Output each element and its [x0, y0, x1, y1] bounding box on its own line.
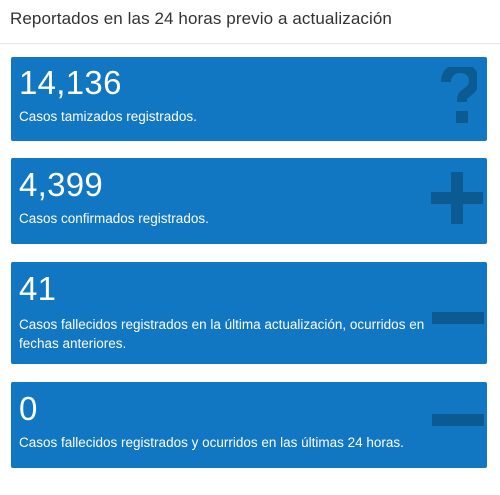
plus-icon [431, 172, 483, 224]
stat-label: Casos confirmados registrados. [19, 211, 209, 226]
stat-value: 4,399 [19, 166, 104, 203]
stat-card-screened: 14,136 Casos tamizados registrados. [11, 57, 487, 141]
section-title: Reportados en las 24 horas previo a actu… [10, 9, 392, 28]
minus-icon [432, 312, 484, 324]
stat-value: 41 [19, 270, 57, 307]
stat-card-deaths-24h: 0 Casos fallecidos registrados y ocurrid… [11, 382, 487, 468]
stat-value: 0 [19, 390, 38, 427]
stat-card-confirmed: 4,399 Casos confirmados registrados. [11, 158, 487, 244]
question-icon [441, 67, 477, 123]
stat-value: 14,136 [19, 64, 122, 101]
stat-label: Casos fallecidos registrados y ocurridos… [19, 435, 404, 450]
stat-card-deaths-previous: 41 Casos fallecidos registrados en la úl… [11, 262, 487, 364]
section-header: Reportados en las 24 horas previo a actu… [0, 0, 500, 44]
stat-label: Casos tamizados registrados. [19, 109, 197, 124]
stat-label: Casos fallecidos registrados en la últim… [19, 317, 425, 351]
minus-icon [432, 414, 484, 426]
